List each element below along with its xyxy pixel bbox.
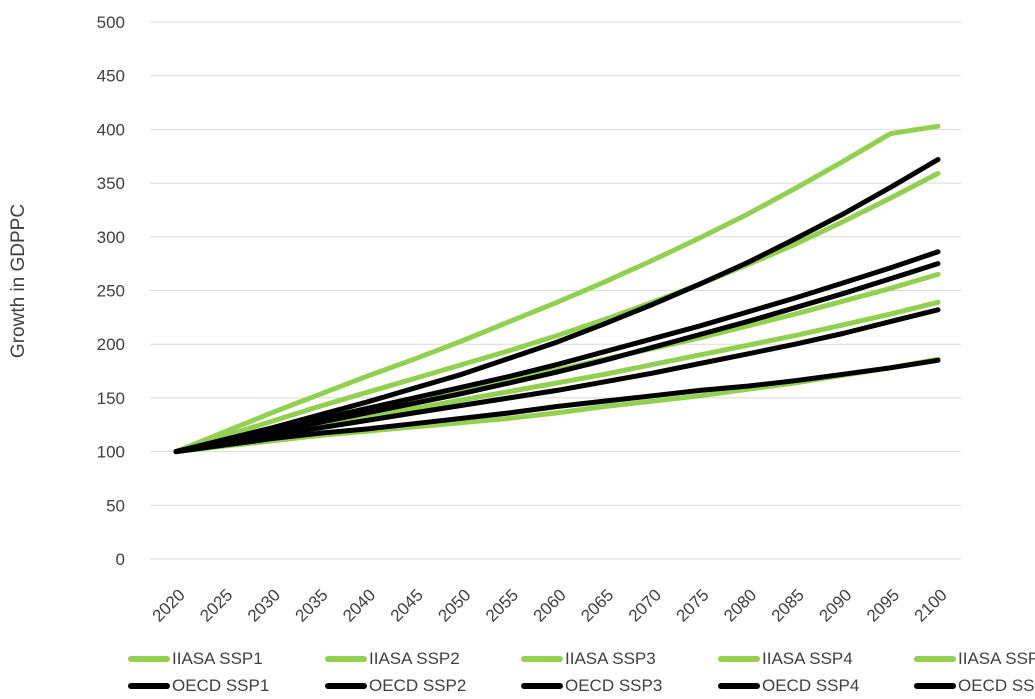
legend-item: IIASA SSP1 bbox=[128, 645, 263, 672]
legend: IIASA SSP1 IIASA SSP2 IIASA SSP3 IIASA SSP4… bbox=[0, 645, 1035, 699]
x-tick-label: 2100 bbox=[911, 585, 951, 625]
y-tick-label: 200 bbox=[97, 335, 125, 354]
legend-label: OECD SSP3 bbox=[565, 675, 663, 695]
legend-label: OECD SSP1 bbox=[172, 675, 270, 695]
y-tick-label: 0 bbox=[116, 550, 125, 569]
series-line-oecd-ssp2 bbox=[173, 261, 941, 455]
legend-label: OECD SSP4 bbox=[762, 675, 860, 695]
y-axis-label: Growth in GDPPC bbox=[8, 204, 29, 358]
legend-label: OECD SSP5 bbox=[958, 675, 1035, 695]
y-tick-label: 400 bbox=[97, 120, 125, 139]
legend-item: OECD SSP3 bbox=[521, 672, 662, 699]
y-tick-label: 300 bbox=[97, 228, 125, 247]
legend-row: IIASA SSP1 IIASA SSP2 IIASA SSP3 IIASA SSP4… bbox=[0, 645, 1035, 672]
legend-item: OECD SSP1 bbox=[128, 672, 269, 699]
x-tick-label: 2055 bbox=[482, 585, 522, 625]
series-line-oecd-ssp4 bbox=[173, 307, 941, 455]
x-tick-label: 2020 bbox=[149, 585, 189, 625]
y-tick-label: 450 bbox=[97, 67, 125, 86]
legend-label: IIASA SSP2 bbox=[369, 648, 460, 668]
legend-label: OECD SSP2 bbox=[369, 675, 467, 695]
legend-item: OECD SSP5 bbox=[914, 672, 1035, 699]
legend-swatch bbox=[914, 682, 956, 689]
legend-swatch bbox=[325, 655, 367, 662]
x-tick-label: 2035 bbox=[292, 585, 332, 625]
legend-swatch bbox=[128, 655, 170, 662]
x-tick-label: 2040 bbox=[339, 585, 379, 625]
series-line-iiasa-ssp1 bbox=[173, 170, 941, 455]
legend-swatch bbox=[325, 682, 367, 689]
x-tick-label: 2030 bbox=[244, 585, 284, 625]
x-tick-label: 2095 bbox=[863, 585, 903, 625]
legend-swatch bbox=[914, 655, 956, 662]
x-tick-label: 2085 bbox=[768, 585, 808, 625]
y-tick-label: 100 bbox=[97, 443, 125, 462]
legend-label: IIASA SSP1 bbox=[172, 648, 263, 668]
y-tick-label: 350 bbox=[97, 174, 125, 193]
x-tick-label: 2025 bbox=[196, 585, 236, 625]
series-line-oecd-ssp5 bbox=[173, 249, 941, 455]
x-tick-label: 2070 bbox=[625, 585, 665, 625]
y-tick-label: 150 bbox=[97, 389, 125, 408]
x-tick-label: 2065 bbox=[577, 585, 617, 625]
legend-item: IIASA SSP2 bbox=[325, 645, 460, 672]
legend-swatch bbox=[521, 682, 563, 689]
legend-item: OECD SSP2 bbox=[325, 672, 466, 699]
legend-row: OECD SSP1 OECD SSP2 OECD SSP3 OECD SSP4 OECD… bbox=[0, 672, 1035, 699]
x-tick-label: 2060 bbox=[530, 585, 570, 625]
series-line-iiasa-ssp5 bbox=[173, 123, 941, 455]
y-tick-label: 250 bbox=[97, 282, 125, 301]
legend-swatch bbox=[521, 655, 563, 662]
legend-item: IIASA SSP3 bbox=[521, 645, 656, 672]
legend-item: IIASA SSP4 bbox=[718, 645, 853, 672]
legend-label: IIASA SSP5 bbox=[958, 648, 1035, 668]
x-tick-label: 2045 bbox=[387, 585, 427, 625]
legend-swatch bbox=[128, 682, 170, 689]
x-tick-label: 2080 bbox=[720, 585, 760, 625]
series-line-oecd-ssp3 bbox=[173, 357, 941, 455]
y-tick-label: 500 bbox=[97, 13, 125, 32]
legend-swatch bbox=[718, 655, 760, 662]
x-tick-label: 2090 bbox=[815, 585, 855, 625]
legend-item: OECD SSP4 bbox=[718, 672, 859, 699]
y-tick-label: 50 bbox=[106, 496, 125, 515]
x-tick-label: 2075 bbox=[673, 585, 713, 625]
legend-item: IIASA SSP5 bbox=[914, 645, 1035, 672]
legend-swatch bbox=[718, 682, 760, 689]
legend-label: IIASA SSP3 bbox=[565, 648, 656, 668]
series-line-oecd-ssp1 bbox=[173, 157, 941, 455]
legend-label: IIASA SSP4 bbox=[762, 648, 853, 668]
x-tick-label: 2050 bbox=[434, 585, 474, 625]
